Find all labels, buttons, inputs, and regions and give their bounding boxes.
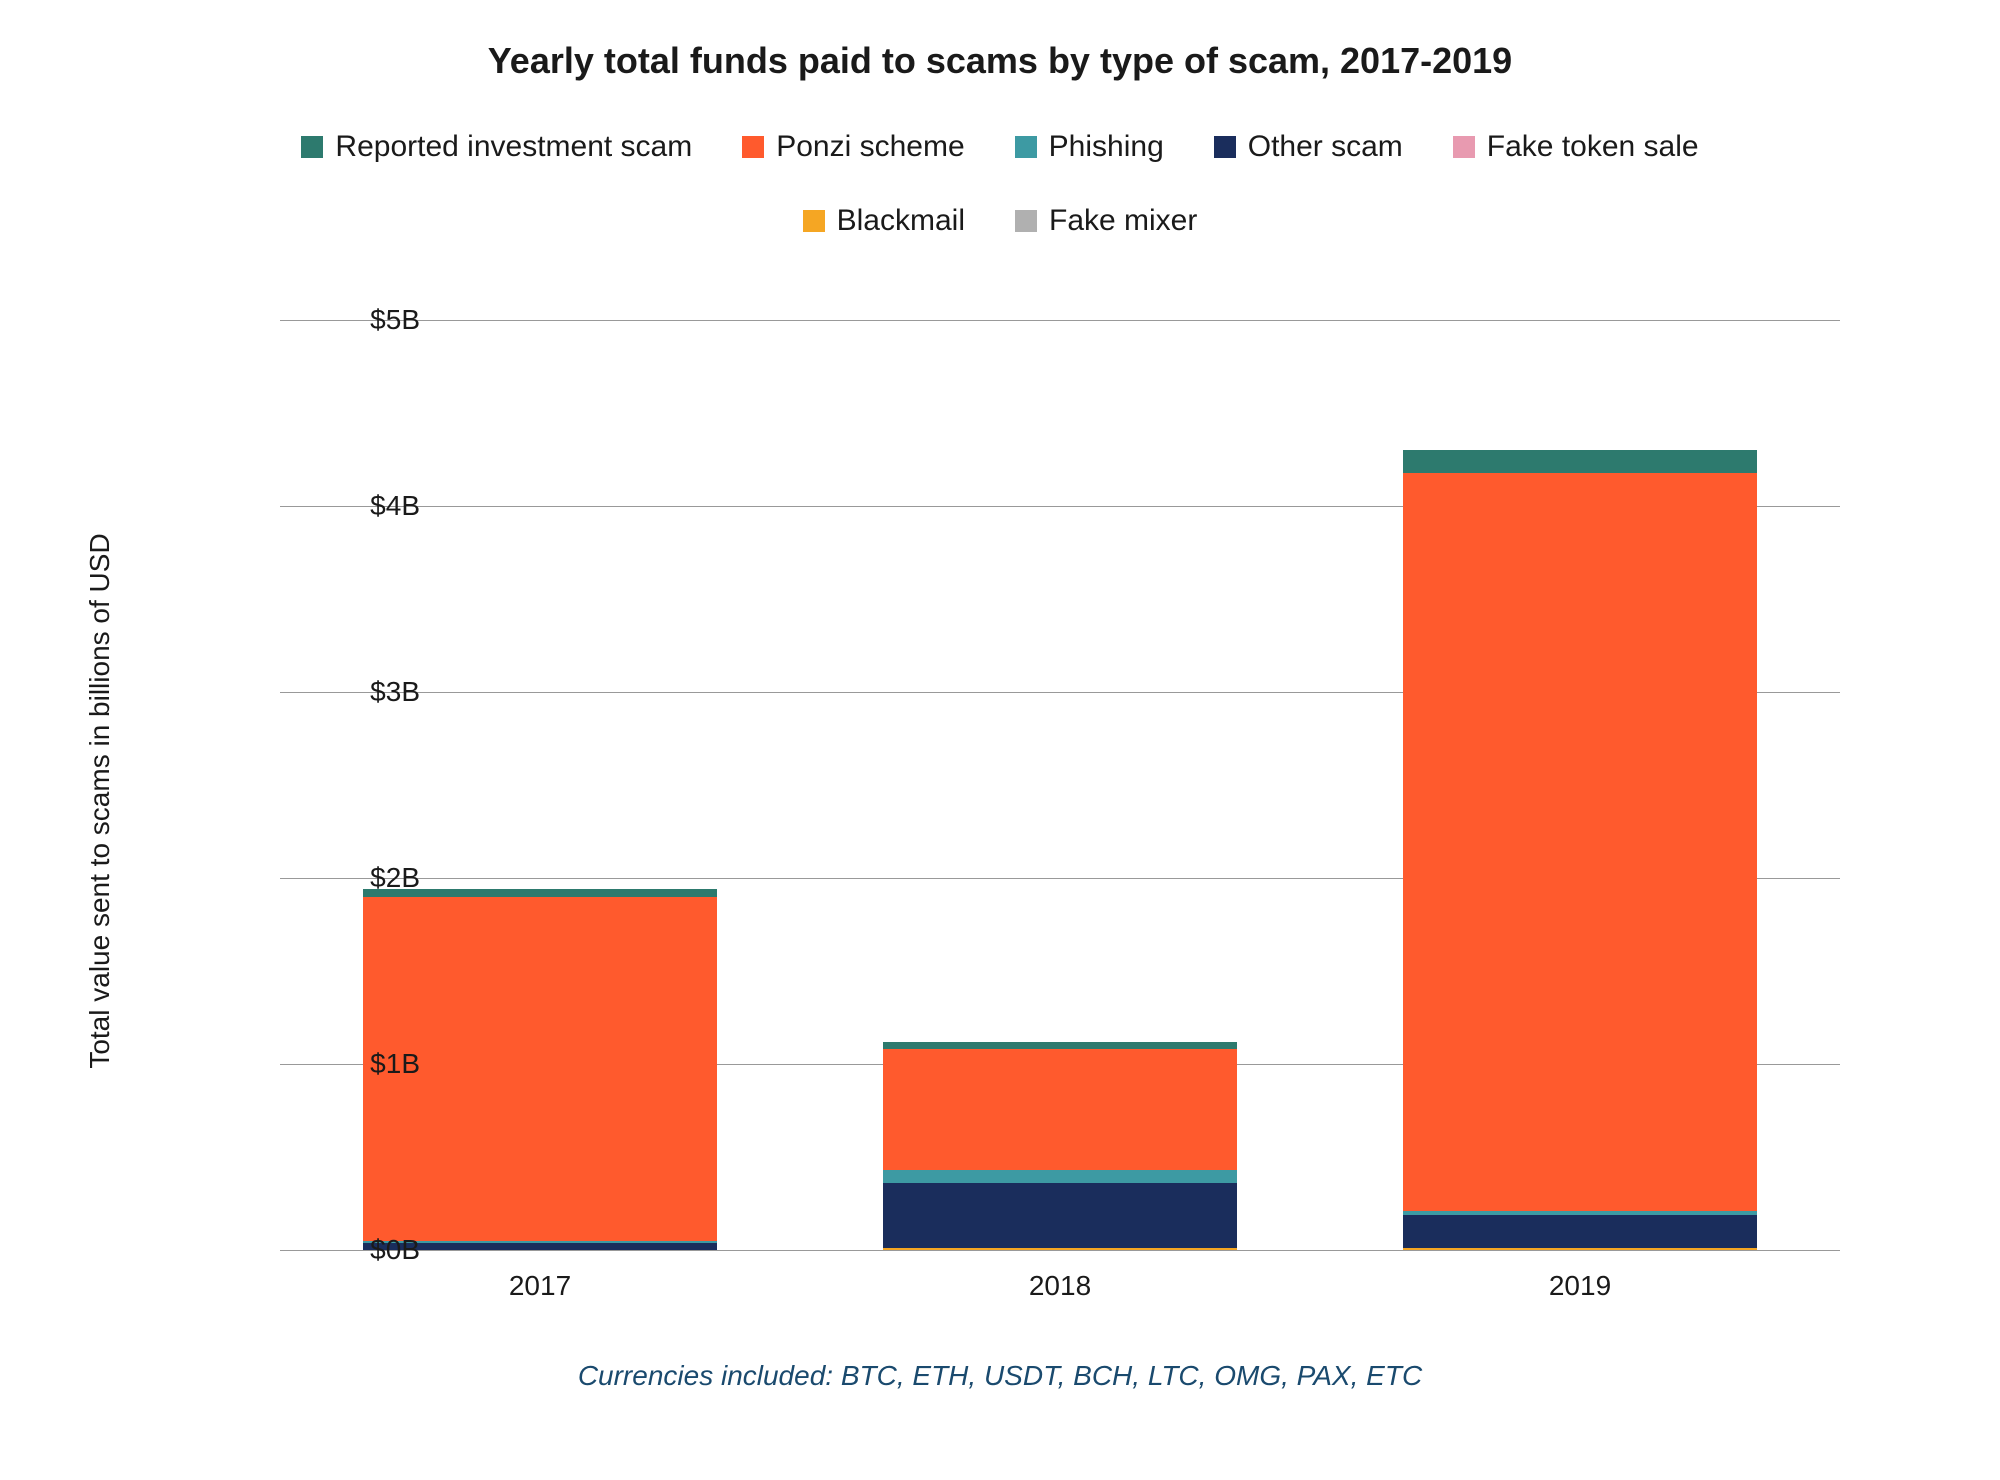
chart-container: Yearly total funds paid to scams by type…: [0, 0, 2000, 1480]
legend-swatch: [742, 136, 764, 158]
legend-label: Ponzi scheme: [776, 130, 964, 164]
y-tick-label: $5B: [370, 304, 420, 336]
bar-group: [1403, 320, 1757, 1250]
legend-item: Other scam: [1214, 130, 1403, 164]
y-tick-label: $0B: [370, 1234, 420, 1266]
x-tick-label: 2017: [509, 1270, 571, 1302]
bar-segment: [1403, 1248, 1757, 1250]
legend-item: Reported investment scam: [301, 130, 692, 164]
legend-label: Phishing: [1049, 130, 1164, 164]
bar-segment: [883, 1170, 1237, 1183]
legend-swatch: [1015, 136, 1037, 158]
y-tick-label: $2B: [370, 862, 420, 894]
legend-swatch: [1214, 136, 1236, 158]
bar-segment: [1403, 473, 1757, 1211]
legend-label: Other scam: [1248, 130, 1403, 164]
legend-swatch: [1453, 136, 1475, 158]
y-tick-label: $4B: [370, 490, 420, 522]
legend-swatch: [301, 136, 323, 158]
x-tick-label: 2019: [1549, 1270, 1611, 1302]
bar-group: [363, 320, 717, 1250]
plot-area: [280, 320, 1840, 1250]
bar-segment: [883, 1248, 1237, 1250]
legend-label: Fake token sale: [1487, 130, 1699, 164]
legend-label: Blackmail: [837, 204, 965, 238]
bar-segment: [1403, 1215, 1757, 1248]
legend-label: Reported investment scam: [335, 130, 692, 164]
legend-label: Fake mixer: [1049, 204, 1197, 238]
bar-segment: [1403, 1211, 1757, 1215]
legend-item: Blackmail: [803, 204, 965, 238]
legend-item: Ponzi scheme: [742, 130, 964, 164]
bar-group: [883, 320, 1237, 1250]
legend-item: Phishing: [1015, 130, 1164, 164]
y-tick-label: $3B: [370, 676, 420, 708]
bar-segment: [883, 1049, 1237, 1170]
y-tick-label: $1B: [370, 1048, 420, 1080]
chart-footnote: Currencies included: BTC, ETH, USDT, BCH…: [0, 1360, 2000, 1392]
legend-swatch: [1015, 210, 1037, 232]
bar-segment: [1403, 450, 1757, 472]
legend-item: Fake token sale: [1453, 130, 1699, 164]
grid-line: [280, 1250, 1840, 1251]
legend: Reported investment scam Ponzi scheme Phis…: [0, 130, 2000, 238]
legend-item: Fake mixer: [1015, 204, 1197, 238]
y-axis-title: Total value sent to scams in billions of…: [84, 533, 116, 1068]
bar-segment: [883, 1042, 1237, 1049]
x-tick-label: 2018: [1029, 1270, 1091, 1302]
bar-segment: [883, 1183, 1237, 1248]
legend-swatch: [803, 210, 825, 232]
chart-title: Yearly total funds paid to scams by type…: [0, 40, 2000, 82]
